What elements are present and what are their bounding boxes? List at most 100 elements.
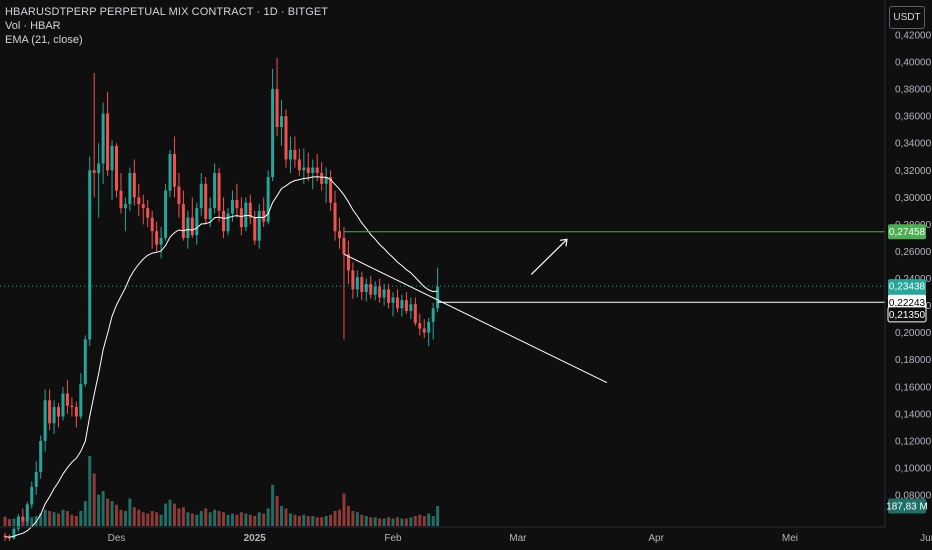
candle-body xyxy=(25,504,29,521)
volume-bar xyxy=(391,518,395,526)
level-price-tag-text: 0,22243 xyxy=(889,298,926,309)
volume-bar xyxy=(422,516,426,526)
volume-bar xyxy=(128,498,132,526)
candle-body xyxy=(320,173,324,184)
volume-bar xyxy=(65,511,69,526)
volume-bar xyxy=(297,516,301,526)
low-price-tag-text: 0,21350 xyxy=(889,310,926,321)
volume-bar xyxy=(150,511,154,526)
candle-body xyxy=(190,217,194,236)
candle-body xyxy=(213,173,217,209)
volume-bar xyxy=(244,513,248,526)
volume-bar xyxy=(213,509,217,526)
candle-body xyxy=(364,283,368,293)
candle-body xyxy=(275,89,279,127)
currency-selector[interactable]: USDT xyxy=(889,6,925,29)
volume-bar xyxy=(88,456,92,526)
candle-body xyxy=(360,277,364,293)
candle-body xyxy=(400,300,404,309)
volume-bar xyxy=(159,514,163,526)
candle-body xyxy=(16,516,20,529)
candle-body xyxy=(222,210,226,232)
x-tick-label: Des xyxy=(108,533,126,544)
volume-bar xyxy=(21,519,25,526)
y-tick-label: 0,08000 xyxy=(895,491,932,502)
candle-body xyxy=(92,170,96,173)
y-tick-label: 0,18000 xyxy=(895,355,932,366)
volume-bar xyxy=(7,519,11,526)
volume-bar xyxy=(329,514,333,526)
candle-body xyxy=(204,183,208,219)
target-price-tag-box xyxy=(888,224,926,240)
candle-body xyxy=(391,297,395,303)
volume-bar xyxy=(382,518,386,526)
volume-bar xyxy=(30,517,34,526)
volume-bar xyxy=(346,506,350,526)
volume-bar xyxy=(79,511,83,526)
candle-body xyxy=(199,183,203,209)
candle-body xyxy=(146,208,150,218)
volume-bar xyxy=(208,512,212,526)
volume-bar xyxy=(195,514,199,526)
candle-body xyxy=(119,190,123,209)
y-tick-label: 0,36000 xyxy=(895,112,932,123)
volume-bar xyxy=(418,514,422,526)
volume-bar xyxy=(253,516,257,526)
candle-body xyxy=(3,535,7,537)
arrow-shaft xyxy=(530,238,568,275)
volume-bar xyxy=(302,514,306,526)
arrow-head xyxy=(559,238,568,247)
candle-body xyxy=(172,154,176,187)
candle-body xyxy=(355,277,359,290)
volume-bar xyxy=(369,517,373,526)
volume-bar xyxy=(427,513,431,526)
volume-bar xyxy=(164,503,168,526)
volume-bar xyxy=(306,516,310,526)
trendline xyxy=(343,253,608,384)
candle-body xyxy=(342,237,346,255)
volume-bar xyxy=(83,501,87,526)
candle-body xyxy=(21,516,25,521)
volume-bar xyxy=(315,517,319,526)
candle-body xyxy=(195,208,199,236)
volume-bar xyxy=(132,507,136,526)
x-tick-label: Mar xyxy=(509,533,527,544)
volume-bar xyxy=(92,473,96,526)
volume-indicator-label[interactable]: Vol · HBAR xyxy=(5,20,61,32)
candle-body xyxy=(404,300,408,311)
candle-body xyxy=(235,200,239,209)
candle-body xyxy=(262,210,266,222)
candle-body xyxy=(338,231,341,238)
candle-body xyxy=(110,145,114,171)
volume-bar xyxy=(248,514,252,526)
candle-body xyxy=(266,177,270,222)
volume-bar xyxy=(48,511,52,526)
volume-bar xyxy=(190,513,194,526)
volume-bars xyxy=(3,456,440,526)
candle-body xyxy=(123,204,127,209)
volume-bar xyxy=(39,513,43,526)
y-tick-label: 0,38000 xyxy=(895,85,932,96)
volume-bar xyxy=(137,509,141,526)
volume-bar xyxy=(141,512,145,526)
volume-bar xyxy=(186,512,190,526)
volume-bar xyxy=(61,509,65,526)
candle-body xyxy=(422,328,426,333)
volume-bar xyxy=(222,512,226,526)
volume-bar xyxy=(217,511,221,526)
volume-bar xyxy=(262,513,266,526)
volume-bar xyxy=(436,506,440,526)
candle-body xyxy=(7,536,11,539)
volume-bar xyxy=(199,511,203,526)
candle-body xyxy=(106,113,110,171)
volume-tag-text: 187,83 M xyxy=(886,502,928,513)
volume-bar xyxy=(373,517,377,526)
symbol-title[interactable]: HBARUSDTPERP PERPETUAL MIX CONTRACT · 1D… xyxy=(5,6,329,18)
y-tick-label: 0,14000 xyxy=(895,409,932,420)
ema-indicator-label[interactable]: EMA (21, close) xyxy=(5,34,83,46)
volume-bar xyxy=(409,517,413,526)
volume-bar xyxy=(257,512,261,526)
candle-body xyxy=(177,186,181,205)
volume-bar xyxy=(172,503,176,526)
